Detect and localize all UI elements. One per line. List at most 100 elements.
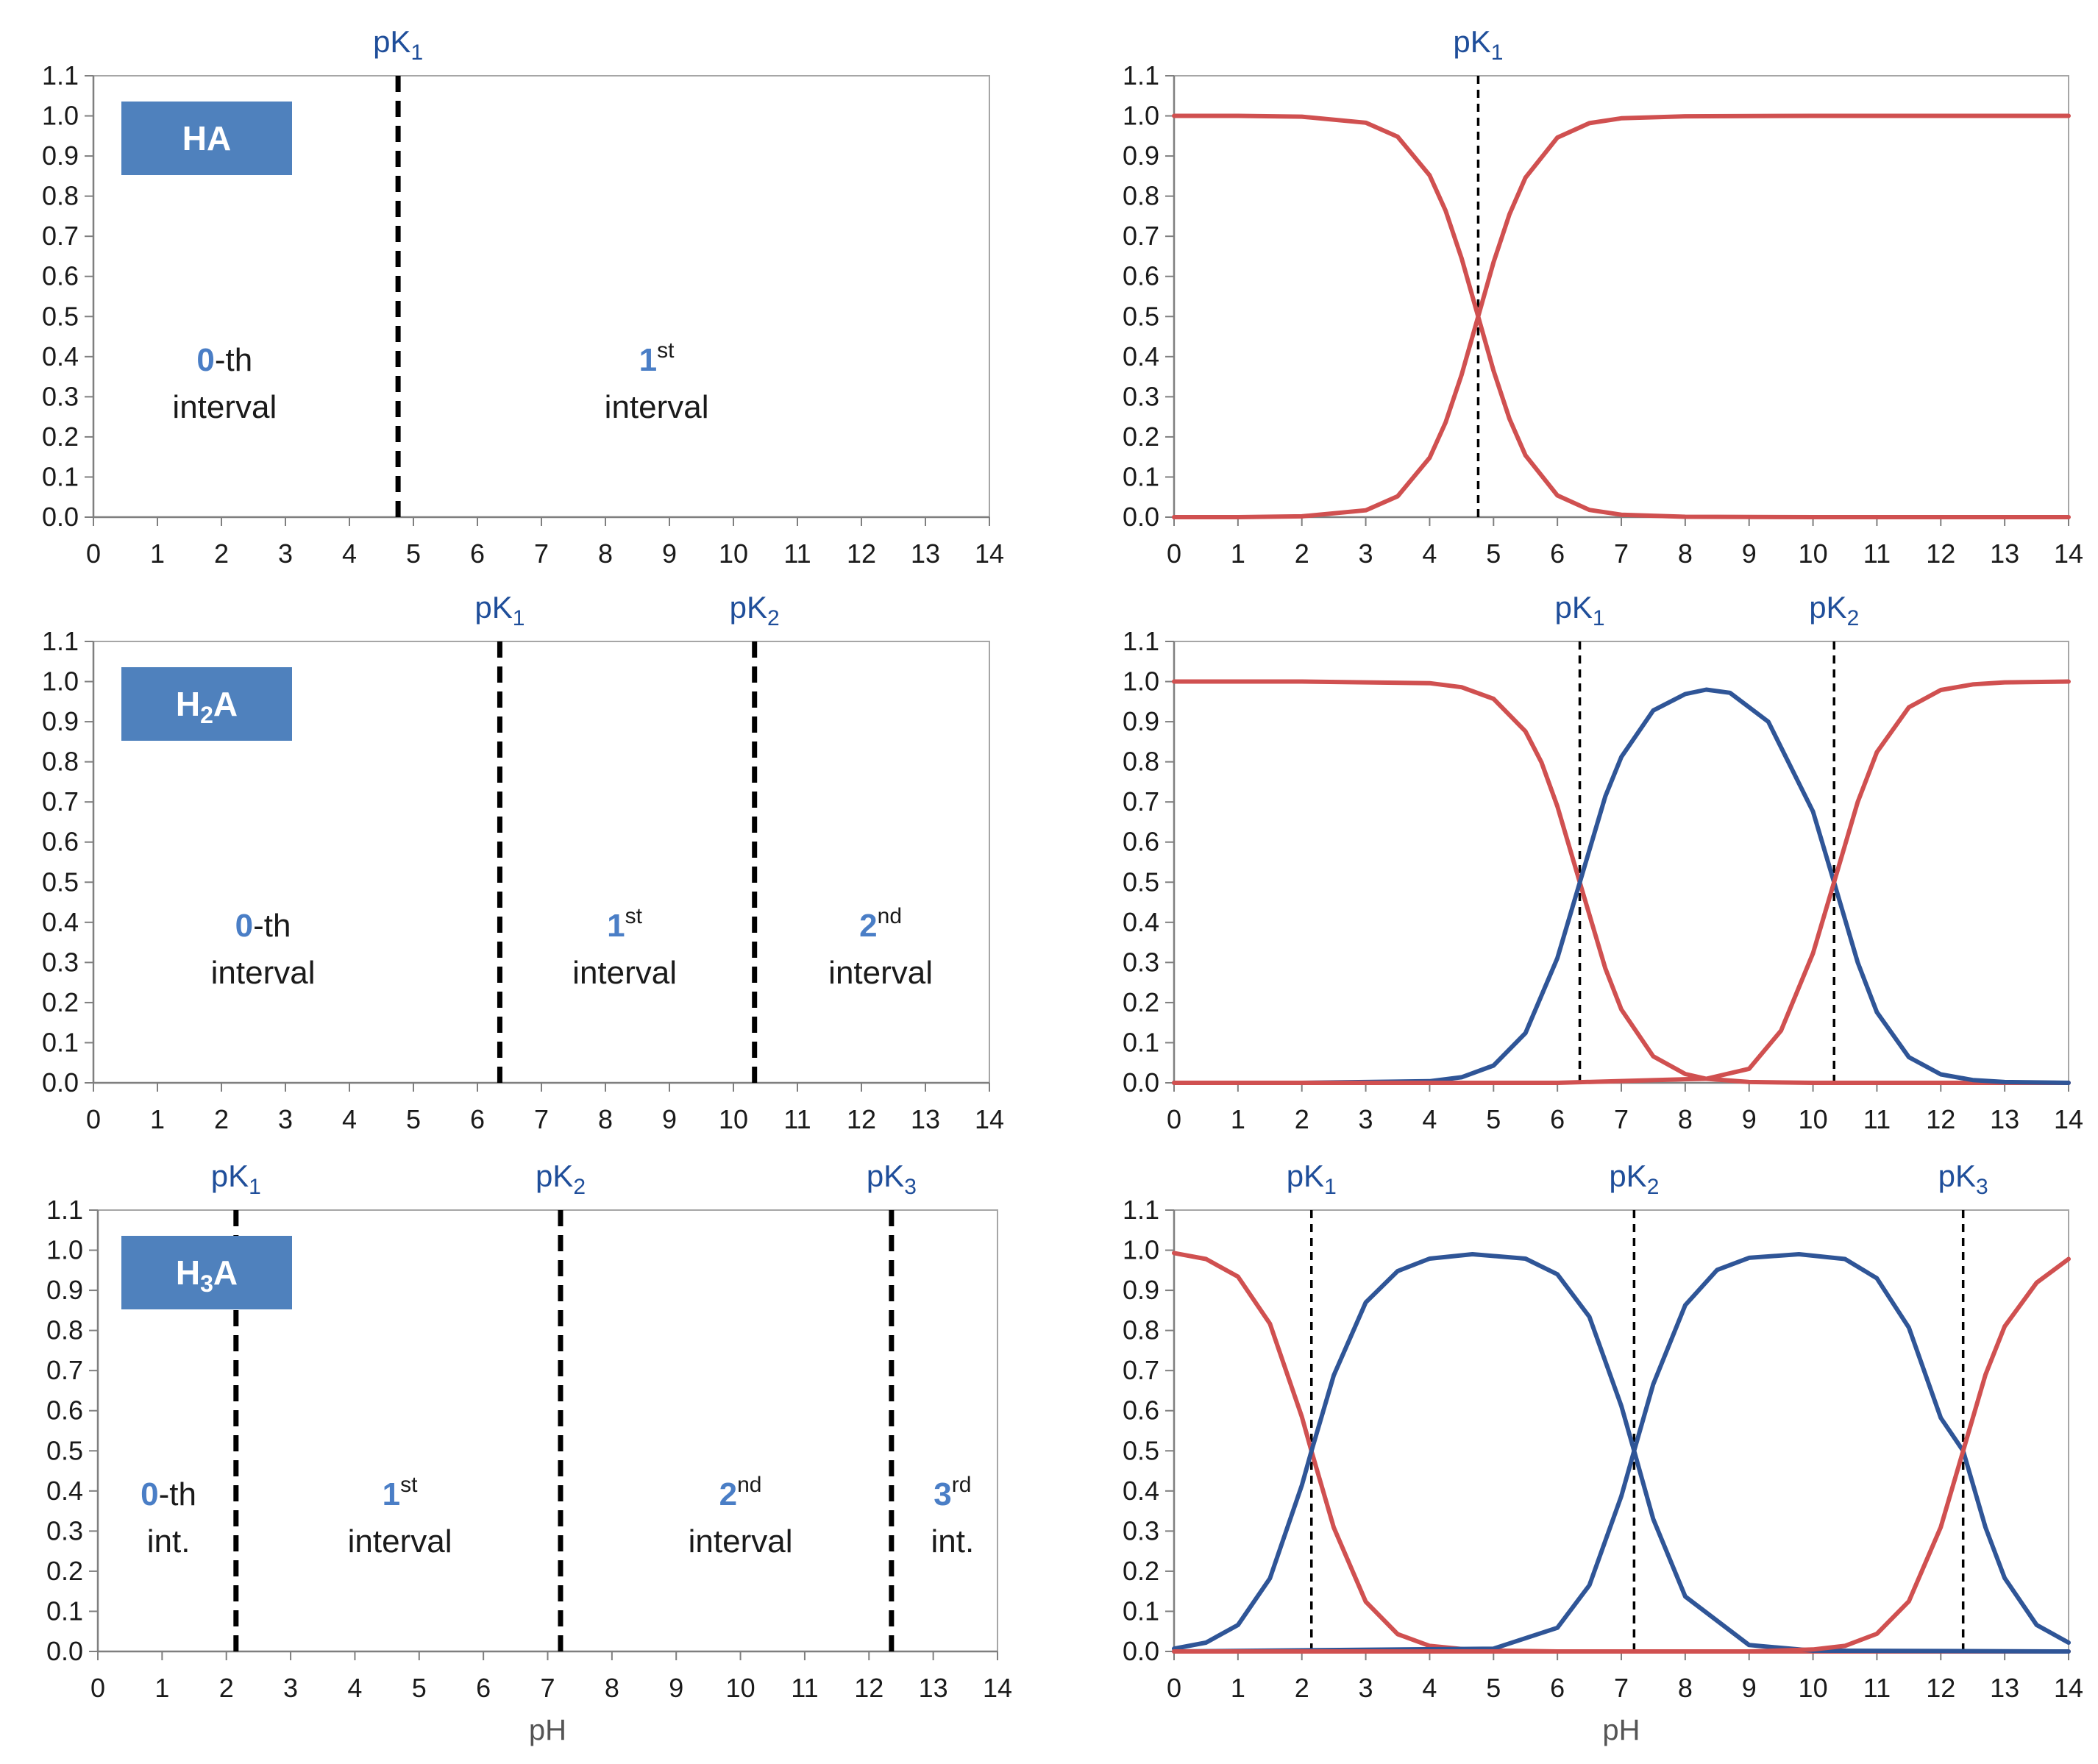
interval-number: 3 <box>934 1476 951 1512</box>
chart-panel-H2A-fractions: 0.00.10.20.30.40.50.60.70.80.91.01.10 1 2 3… <box>1123 590 2083 1134</box>
x-tick-label: 2 <box>214 1104 229 1134</box>
y-tick-label: 0.6 <box>1123 1395 1159 1426</box>
y-tick-label: 0.7 <box>46 1355 83 1385</box>
fraction-curve-1 <box>1172 1251 2071 1654</box>
y-tick-label: 0.3 <box>1123 1515 1159 1546</box>
pK-label-main: pK <box>1938 1159 1976 1193</box>
y-tick-label: 0.1 <box>1123 1027 1159 1057</box>
interval-index-label: 0-th <box>196 342 252 378</box>
y-tick-label: 0.0 <box>46 1636 83 1666</box>
x-tick-label: 14 <box>2054 538 2083 569</box>
x-tick-label: 12 <box>1926 538 1955 569</box>
y-tick-label: 0.5 <box>42 301 79 331</box>
interval-index-label: 1st <box>383 1473 418 1512</box>
y-tick-label: 0.6 <box>1123 261 1159 291</box>
interval-ordinal-suffix: rd <box>952 1473 972 1497</box>
x-tick-label: 9 <box>669 1673 683 1703</box>
interval-word-label: interval <box>605 389 709 425</box>
y-tick-label: 0.5 <box>42 867 79 897</box>
chart-panel-H3A-fractions: 0.00.10.20.30.40.50.60.70.80.91.01.10 1 2 3… <box>1123 1159 2083 1746</box>
x-tick-label: 3 <box>278 538 293 569</box>
y-tick-label: 0.7 <box>1123 1355 1159 1385</box>
interval-number: 2 <box>719 1476 737 1512</box>
y-tick-label: 0.0 <box>42 1067 79 1098</box>
y-tick-label: 1.1 <box>42 626 79 656</box>
y-tick-label: 0.4 <box>1123 907 1159 937</box>
x-tick-label: 2 <box>219 1673 234 1703</box>
fraction-curve-4 <box>1172 1256 2071 1654</box>
y-tick-label: 0.0 <box>1123 1067 1159 1098</box>
interval-ordinal-suffix: st <box>625 904 643 928</box>
interval-word-label: interval <box>172 389 277 425</box>
interval-ordinal-suffix: st <box>400 1473 418 1497</box>
pK-label: pK1 <box>1287 1159 1337 1199</box>
interval-number: 0 <box>196 342 214 378</box>
y-tick-label: 0.8 <box>1123 181 1159 211</box>
y-tick-label: 0.9 <box>42 706 79 736</box>
x-tick-label: 14 <box>983 1673 1012 1703</box>
x-tick-label: 8 <box>598 1104 613 1134</box>
acid-label-tail: A <box>213 685 238 723</box>
pK-label: pK2 <box>730 590 780 630</box>
interval-ordinal-suffix: st <box>657 338 675 363</box>
pK-label-main: pK <box>536 1159 573 1193</box>
pK-label-subscript: 3 <box>904 1175 917 1199</box>
y-tick-label: 0.9 <box>46 1275 83 1305</box>
y-tick-label: 0.1 <box>42 461 79 491</box>
interval-word-label: interval <box>211 955 316 991</box>
fraction-curve-2 <box>1172 687 2071 1085</box>
fraction-curve-3 <box>1172 679 2071 1085</box>
x-tick-label: 6 <box>470 538 485 569</box>
y-tick-label: 0.3 <box>42 947 79 977</box>
x-tick-label: 3 <box>278 1104 293 1134</box>
x-tick-label: 8 <box>605 1673 619 1703</box>
y-tick-label: 0.1 <box>46 1596 83 1626</box>
x-tick-label: 5 <box>1486 1673 1501 1703</box>
x-axis-title: pH <box>529 1714 566 1746</box>
y-tick-label: 0.2 <box>1123 422 1159 452</box>
x-tick-label: 13 <box>911 1104 940 1134</box>
x-tick-label: 8 <box>1678 1673 1693 1703</box>
x-tick-label: 10 <box>719 1104 748 1134</box>
x-tick-label: 1 <box>1231 538 1245 569</box>
x-tick-label: 0 <box>86 1104 101 1134</box>
y-tick-label: 0.5 <box>1123 1435 1159 1465</box>
x-tick-label: 7 <box>534 538 549 569</box>
acid-label-main: HA <box>182 119 231 157</box>
x-tick-label: 0 <box>1167 538 1181 569</box>
x-tick-label: 14 <box>975 1104 1004 1134</box>
interval-index-label: 3rd <box>934 1473 971 1512</box>
x-tick-label: 1 <box>150 1104 165 1134</box>
y-tick-label: 0.2 <box>1123 987 1159 1017</box>
y-tick-label: 0.4 <box>1123 341 1159 371</box>
y-tick-label: 0.8 <box>42 747 79 777</box>
pK-label-subscript: 1 <box>513 606 525 630</box>
x-tick-label: 4 <box>342 1104 357 1134</box>
interval-number: 0 <box>235 908 253 944</box>
x-tick-label: 3 <box>283 1673 298 1703</box>
pK-label: pK1 <box>1555 590 1605 630</box>
x-tick-label: 1 <box>154 1673 169 1703</box>
x-tick-label: 7 <box>534 1104 549 1134</box>
x-tick-label: 7 <box>1614 1673 1629 1703</box>
y-tick-label: 0.8 <box>1123 747 1159 777</box>
x-tick-label: 1 <box>150 538 165 569</box>
pK-label: pK2 <box>1809 590 1859 630</box>
y-tick-label: 0.2 <box>46 1556 83 1586</box>
interval-index-label: 1st <box>639 338 675 378</box>
interval-index-label: 0-th <box>141 1476 196 1512</box>
plot-frame <box>1173 1209 2069 1652</box>
y-tick-label: 0.6 <box>46 1395 83 1426</box>
x-tick-label: 10 <box>1799 1673 1828 1703</box>
y-tick-label: 0.8 <box>46 1315 83 1345</box>
x-tick-label: 9 <box>1742 538 1757 569</box>
pK-label-main: pK <box>474 590 512 625</box>
x-tick-label: 13 <box>1990 538 2019 569</box>
interval-word-label: int. <box>147 1523 191 1559</box>
x-tick-label: 10 <box>719 538 748 569</box>
x-tick-label: 3 <box>1359 1104 1373 1134</box>
x-tick-label: 5 <box>406 1104 421 1134</box>
x-tick-label: 6 <box>1550 1673 1565 1703</box>
pK-label-main: pK <box>867 1159 904 1193</box>
y-tick-label: 0.6 <box>42 827 79 857</box>
